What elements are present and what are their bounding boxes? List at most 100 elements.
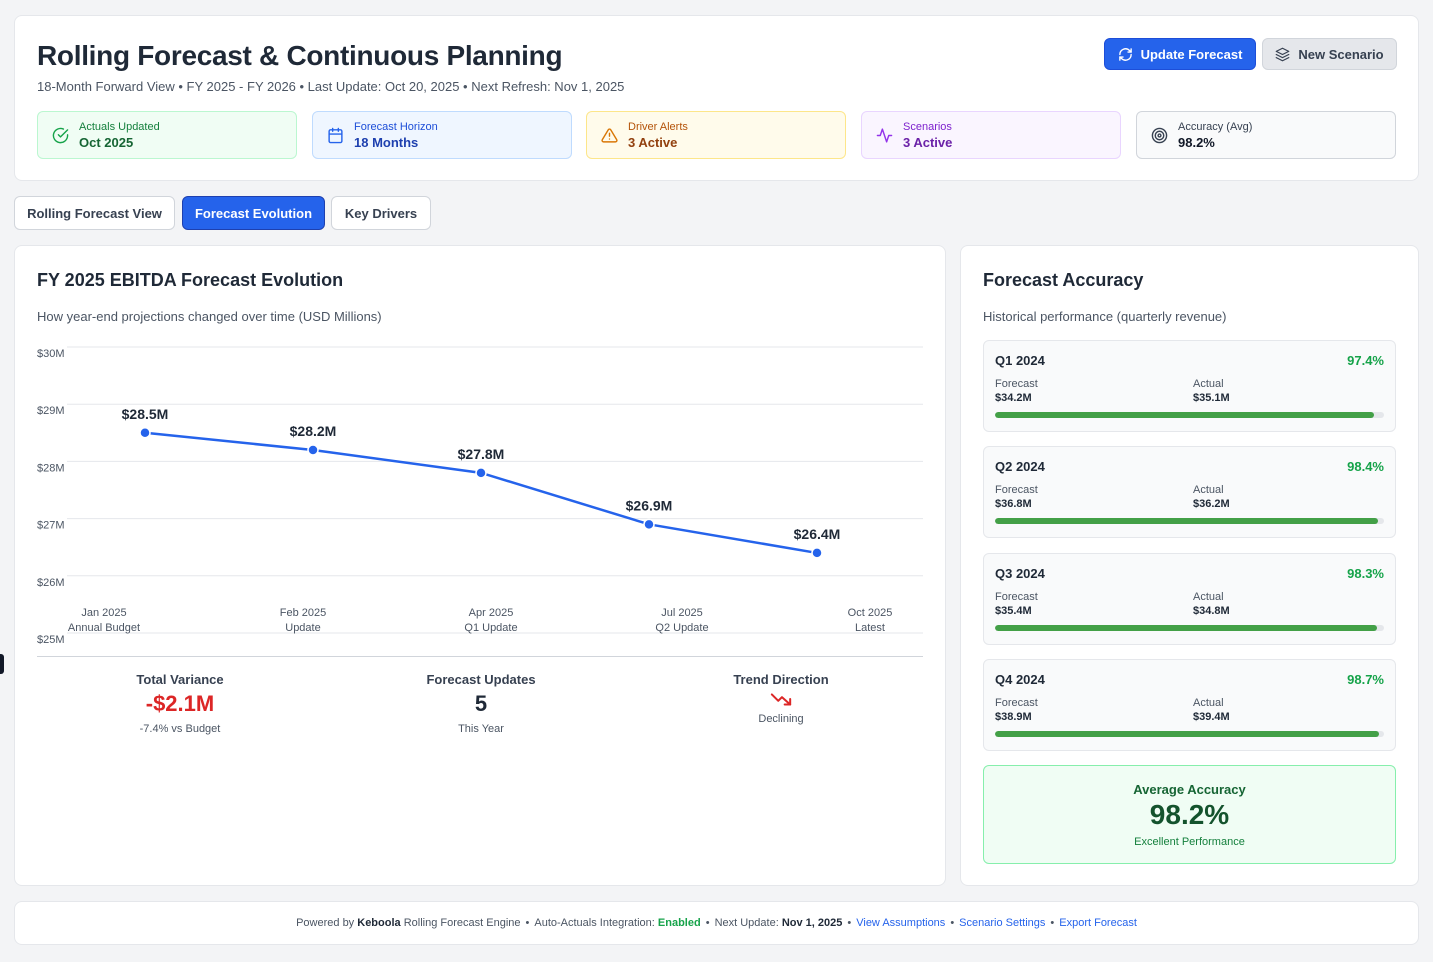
stat-label: Driver Alerts [628,120,688,133]
summary-label: Trend Direction [733,672,829,687]
x-tick-label: Apr 2025 [469,607,514,619]
stat-forecast-horizon: Forecast Horizon 18 Months [312,111,572,159]
y-tick-label: $27M [37,520,65,532]
forecast-updates-summary: Forecast Updates 5 This Year [381,672,581,735]
y-tick-label: $25M [37,634,65,646]
accuracy-bar [995,518,1384,524]
side-handle[interactable] [0,654,4,674]
quarter-accuracy: 97.4% [1347,353,1384,368]
accuracy-subtitle: Historical performance (quarterly revenu… [983,309,1227,324]
export-forecast-link[interactable]: Export Forecast [1059,917,1137,929]
quarter-card-q3: Q3 2024 98.3% Forecast $35.4M Actual $34… [983,553,1396,645]
scenario-settings-link[interactable]: Scenario Settings [959,917,1046,929]
page-subtitle: 18-Month Forward View • FY 2025 - FY 202… [37,79,625,94]
footer-brand: Keboola [357,917,401,929]
stat-value: 98.2% [1178,134,1215,150]
stat-actuals-updated: Actuals Updated Oct 2025 [37,111,297,159]
data-label: $27.8M [458,446,505,462]
target-icon [1151,127,1168,143]
total-variance-summary: Total Variance -$2.1M -7.4% vs Budget [80,672,280,735]
new-scenario-button[interactable]: New Scenario [1262,38,1397,70]
actual-value: $36.2M [1193,498,1230,510]
x-tick-label: Feb 2025 [280,607,326,619]
chart-title: FY 2025 EBITDA Forecast Evolution [37,270,344,290]
data-label: $26.4M [794,526,841,542]
accuracy-bar [995,731,1384,737]
stat-label: Scenarios [903,120,952,133]
forecast-label: Forecast [995,484,1038,496]
accuracy-bar-fill [995,625,1378,631]
average-accuracy-note: Excellent Performance [1134,836,1245,848]
summary-note: Declining [758,713,804,725]
accuracy-bar [995,412,1384,418]
actual-label: Actual [1193,484,1224,496]
stat-driver-alerts: Driver Alerts 3 Active [586,111,846,159]
actual-value: $39.4M [1193,711,1230,723]
x-tick-sublabel: Q1 Update [464,622,517,634]
new-scenario-label: New Scenario [1298,46,1384,62]
quarter-accuracy: 98.3% [1347,566,1384,581]
quarter-name: Q3 2024 [995,566,1045,581]
y-tick-label: $26M [37,577,65,589]
tab-rolling-forecast-view[interactable]: Rolling Forecast View [14,196,175,230]
quarter-name: Q2 2024 [995,459,1045,474]
view-assumptions-link[interactable]: View Assumptions [856,917,946,929]
y-tick-label: $28M [37,462,65,474]
forecast-label: Forecast [995,697,1038,709]
footer-integration: Auto-Actuals Integration: [534,917,655,929]
forecast-updates-value: 5 [474,691,488,716]
stat-value: 3 Active [903,134,953,150]
footer-powered-by: Powered by [296,917,355,929]
forecast-evolution-panel: FY 2025 EBITDA Forecast Evolution How ye… [14,245,946,886]
trend-direction-summary: Trend Direction Declining [681,672,881,725]
total-variance-value: -$2.1M [145,691,215,716]
footer-next-update: Next Update: [714,917,779,929]
footer-integration-status: Enabled [657,917,701,929]
forecast-label: Forecast [995,591,1038,603]
summary-label: Total Variance [136,672,224,687]
actual-label: Actual [1193,378,1224,390]
actual-value: $35.1M [1193,392,1230,404]
header-panel: Rolling Forecast & Continuous Planning 1… [14,15,1419,181]
quarter-accuracy: 98.4% [1347,459,1384,474]
x-tick-label: Jul 2025 [661,607,703,619]
footer: Powered by Keboola Rolling Forecast Engi… [14,901,1419,945]
y-tick-label: $29M [37,405,65,417]
quarter-name: Q4 2024 [995,672,1045,687]
x-tick-sublabel: Annual Budget [68,622,140,634]
quarter-accuracy: 98.7% [1347,672,1384,687]
actual-label: Actual [1193,697,1224,709]
quarter-card-q2: Q2 2024 98.4% Forecast $36.8M Actual $36… [983,446,1396,538]
average-accuracy-value: 98.2% [1149,799,1230,830]
quarter-card-q4: Q4 2024 98.7% Forecast $38.9M Actual $39… [983,659,1396,751]
stat-value: 3 Active [628,134,678,150]
x-tick-sublabel: Update [285,622,320,634]
page-title: Rolling Forecast & Continuous Planning [37,40,563,71]
data-point [139,427,151,439]
tab-forecast-evolution[interactable]: Forecast Evolution [182,196,325,230]
stat-label: Actuals Updated [79,120,160,133]
y-tick-label: $30M [37,348,65,360]
stat-scenarios: Scenarios 3 Active [861,111,1121,159]
calendar-icon [328,127,343,143]
actual-label: Actual [1193,591,1224,603]
accuracy-bar-fill [995,731,1379,737]
data-label: $28.2M [290,423,337,439]
data-label: $26.9M [626,497,673,513]
divider [37,656,923,657]
trending-down-icon [770,693,792,706]
data-point [475,467,487,479]
data-label: $28.5M [122,406,169,422]
data-point [643,518,655,531]
accuracy-bar [995,625,1384,631]
forecast-value: $35.4M [995,605,1032,617]
layers-icon [1275,47,1290,61]
accuracy-bar-fill [995,518,1378,524]
tab-key-drivers[interactable]: Key Drivers [331,196,431,230]
update-forecast-button[interactable]: Update Forecast [1104,38,1256,70]
check-circle-icon [52,127,69,143]
x-tick-sublabel: Latest [855,622,885,634]
forecast-value: $38.9M [995,711,1032,723]
stat-label: Accuracy (Avg) [1178,120,1253,133]
activity-icon [876,127,893,143]
